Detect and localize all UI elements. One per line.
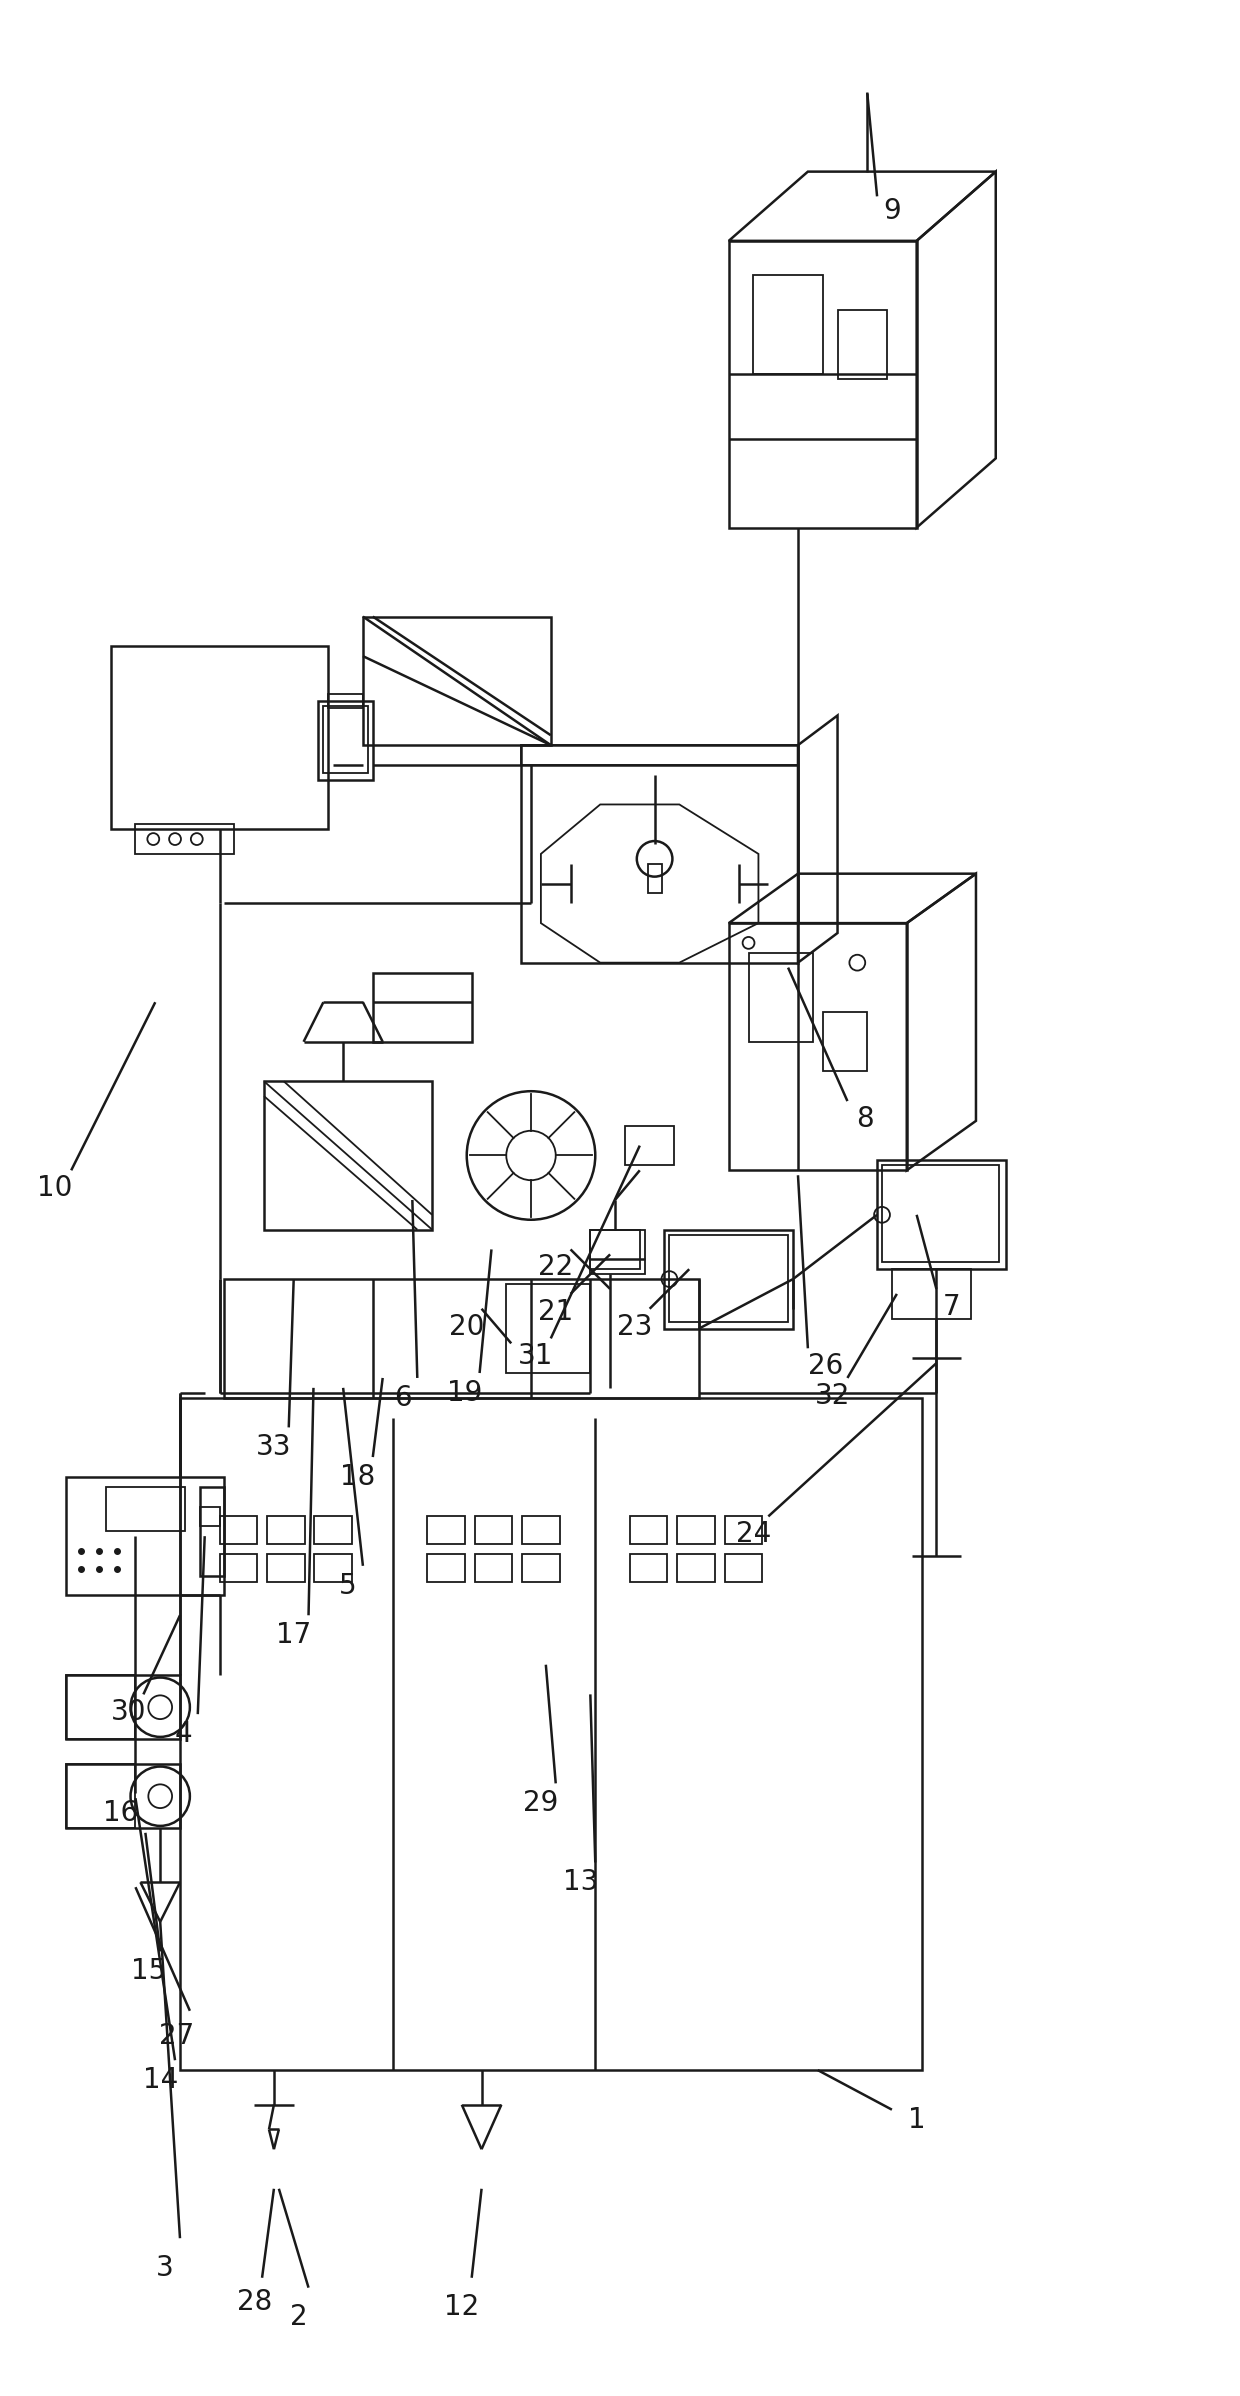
Bar [66,1675,180,1739]
Bar [428,1555,465,1581]
Bar [522,1555,559,1581]
Bar [625,1126,675,1164]
Bar [677,1517,715,1543]
Bar [725,1555,763,1581]
Bar [329,695,363,707]
Bar [647,865,661,894]
Bar [428,1517,465,1543]
Bar [315,1517,352,1543]
Bar [105,1488,185,1531]
Bar [135,824,234,853]
Text: 3: 3 [156,2255,174,2281]
Text: 21: 21 [538,1299,573,1325]
Text: 28: 28 [237,2288,272,2317]
Text: 14: 14 [143,2065,177,2094]
Bar [729,922,906,1169]
Bar [837,309,887,379]
Text: 31: 31 [518,1342,553,1371]
Bar [677,1555,715,1581]
Bar [219,1555,257,1581]
Text: 5: 5 [340,1572,357,1601]
Text: 24: 24 [735,1519,771,1548]
Text: 7: 7 [942,1294,960,1320]
Bar [267,1517,305,1543]
Bar [200,1488,224,1577]
Bar [665,1229,794,1327]
Bar [725,1517,763,1543]
Text: 13: 13 [563,1869,598,1895]
Text: 9: 9 [883,196,900,225]
Bar [200,1507,219,1526]
Bar [219,1517,257,1543]
Bar [319,700,373,779]
Text: 33: 33 [257,1433,291,1462]
Text: 16: 16 [103,1799,139,1828]
Bar [892,1270,971,1318]
Text: 18: 18 [340,1464,376,1490]
Bar [475,1517,512,1543]
Text: 19: 19 [448,1378,482,1406]
Bar [630,1555,667,1581]
Bar [66,1763,135,1828]
Bar [754,276,822,374]
Bar [877,1160,1006,1270]
Bar [670,1234,789,1323]
Bar [66,1763,180,1828]
Bar [630,1517,667,1543]
Text: 22: 22 [538,1253,573,1282]
Text: 30: 30 [110,1699,146,1725]
Text: 26: 26 [808,1351,843,1380]
Text: 20: 20 [449,1313,485,1339]
Text: 23: 23 [618,1313,652,1339]
Bar [475,1555,512,1581]
Bar [264,1081,432,1229]
Text: 27: 27 [160,2022,195,2049]
Bar [180,1397,921,2070]
Bar [363,616,551,745]
Bar [729,242,916,527]
Bar [590,1229,640,1270]
Bar [110,647,329,829]
Bar [749,954,812,1042]
Bar [590,1229,645,1275]
Bar [506,1284,590,1373]
Bar [66,1675,135,1739]
Text: 10: 10 [37,1174,72,1203]
Text: 29: 29 [523,1790,558,1816]
Bar [522,1517,559,1543]
Bar [267,1555,305,1581]
Bar [66,1476,224,1596]
Text: 2: 2 [290,2303,308,2331]
Text: 4: 4 [174,1720,192,1749]
Text: 15: 15 [130,1958,166,1986]
Bar [882,1164,998,1263]
Bar [373,973,471,1042]
Text: 32: 32 [815,1382,851,1409]
Bar [224,1279,699,1397]
Text: 8: 8 [857,1105,874,1133]
Text: 12: 12 [444,2293,480,2322]
Bar [315,1555,352,1581]
Text: 6: 6 [393,1385,412,1411]
Text: 1: 1 [908,2106,925,2132]
Bar [822,1011,867,1071]
Bar [324,704,368,774]
Text: 17: 17 [277,1622,311,1648]
Bar [521,745,799,963]
